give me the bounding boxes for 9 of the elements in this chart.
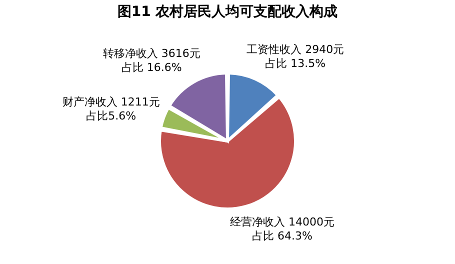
text: 占比5.6%: [86, 109, 136, 122]
chart-title: 图11 农村居民人均可支配收入构成: [117, 4, 338, 20]
text: 占比 64.3%: [252, 230, 312, 243]
text: 占比 13.5%: [265, 57, 326, 70]
slice-label: 转移净收入 3616元: [102, 47, 200, 60]
slice-label: 经营净收入 14000元: [230, 216, 334, 229]
slice-label: 财产净收入 1211元: [62, 95, 160, 108]
slice-label: 工资性收入 2940元: [246, 43, 344, 56]
text: 占比 16.6%: [121, 61, 182, 74]
